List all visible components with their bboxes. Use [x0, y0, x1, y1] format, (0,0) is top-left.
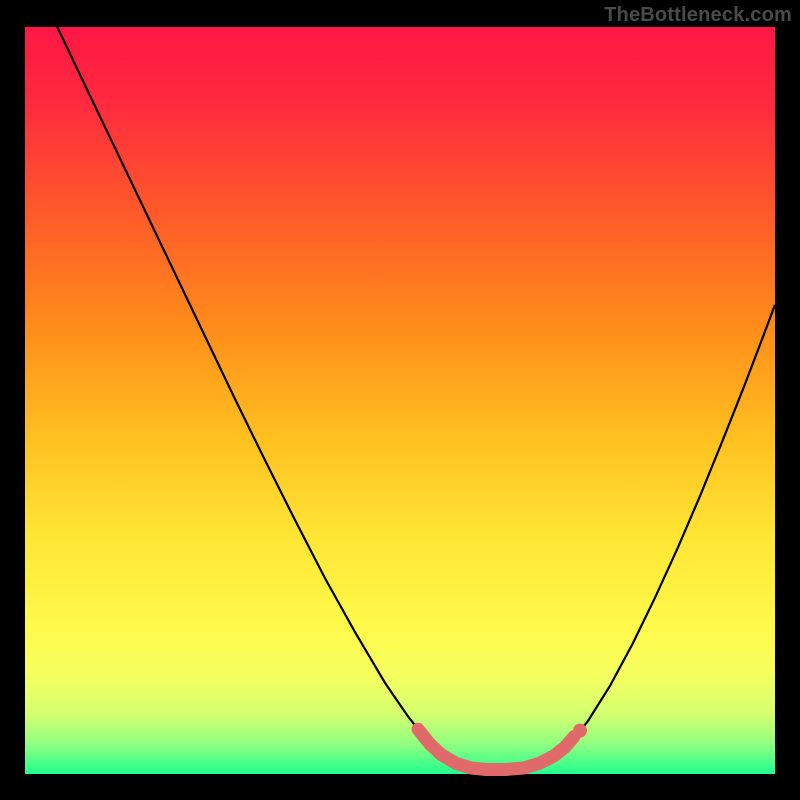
optimal-point-marker: [573, 724, 587, 738]
plot-background: [25, 27, 775, 774]
bottleneck-chart: [0, 0, 800, 800]
watermark-text: TheBottleneck.com: [604, 4, 792, 27]
chart-container: TheBottleneck.com: [0, 0, 800, 800]
